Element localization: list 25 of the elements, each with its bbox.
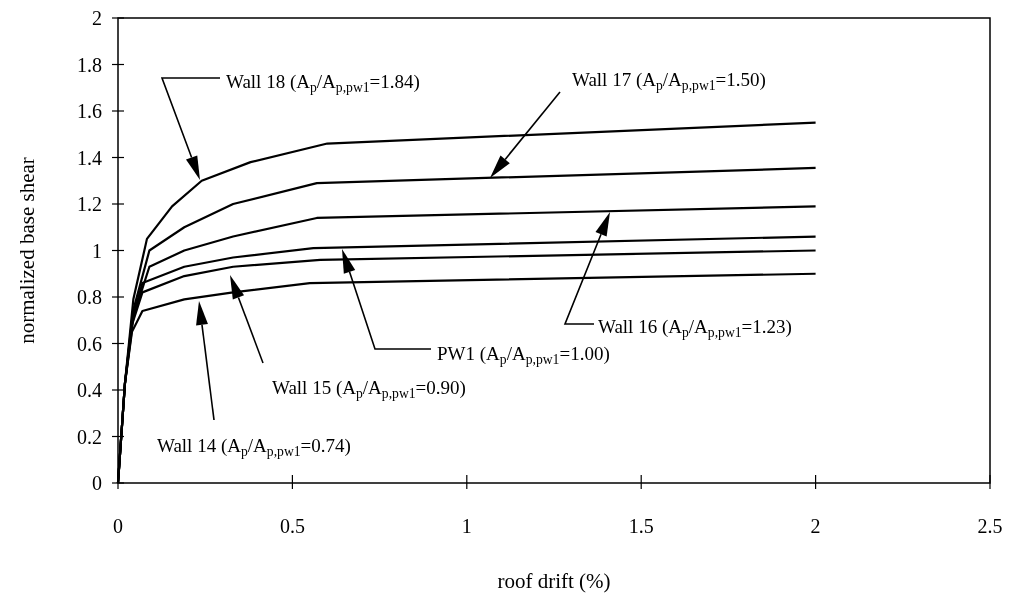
annotation: Wall 15 (A$_{p}$/A$_{p,pw1}$=0.90): [272, 377, 466, 401]
y-tick-label: 0.2: [77, 425, 102, 448]
y-tick-label: 0.6: [77, 332, 102, 355]
x-tick-label: 2.5: [977, 515, 1003, 537]
y-tick-label: 0.8: [77, 286, 102, 308]
y-tick-label: 1.6: [77, 100, 102, 122]
y-tick-label: 0.4: [77, 379, 102, 401]
annotation: Wall 14 (A$_{p}$/A$_{p,pw1}$=0.74): [157, 435, 351, 459]
annotation: PW1 (A$_{p}$/A$_{p,pw1}$=1.00): [437, 343, 610, 367]
annotation: Wall 16 (A$_{p}$/A$_{p,pw1}$=1.23): [598, 316, 792, 340]
y-tick-label: 0: [92, 472, 102, 494]
y-axis-title: normalized base shear: [15, 157, 39, 344]
annotation: Wall 17 (A$_{p}$/A$_{p,pw1}$=1.50): [572, 69, 766, 93]
x-tick-label: 1: [461, 515, 472, 537]
x-tick-label: 2: [810, 515, 821, 537]
x-tick-label: 0: [113, 515, 123, 537]
x-tick-label: 1.5: [628, 515, 654, 537]
y-tick-label: 1.8: [77, 53, 102, 76]
x-tick-label: 0.5: [279, 515, 305, 537]
y-tick-label: 1.4: [77, 146, 102, 169]
y-tick-label: 1: [92, 239, 102, 262]
annotation: Wall 18 (A$_{p}$/A$_{p,pw1}$=1.84): [226, 71, 420, 95]
y-tick-label: 2: [92, 7, 102, 29]
x-axis-title: roof drift (%): [497, 569, 611, 593]
y-tick-label: 1.2: [77, 193, 102, 215]
